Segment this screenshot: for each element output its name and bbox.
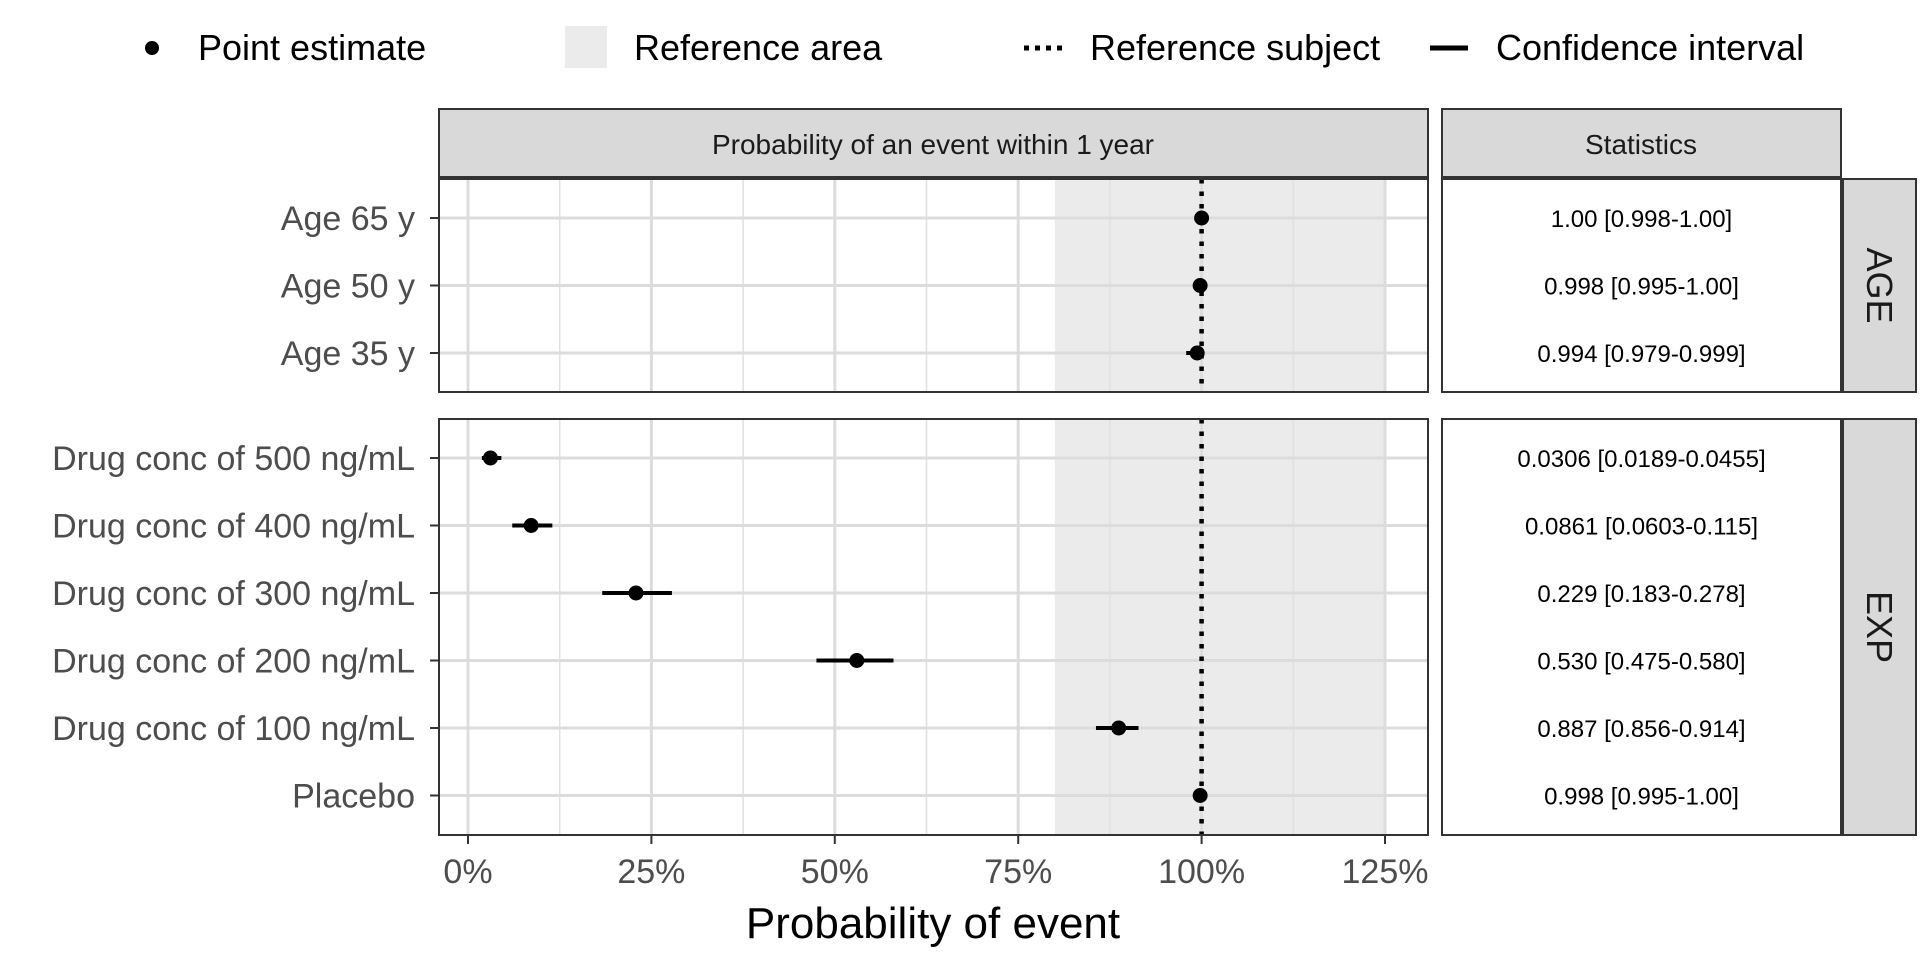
y-tick-label: Drug conc of 300 ng/mL [52,575,415,613]
reference-area [1054,419,1385,835]
x-tick-label: 125% [1342,853,1429,891]
statistic-value: 0.887 [0.856-0.914] [1537,716,1745,743]
point-estimate [1194,210,1210,226]
panel-age: Age 65 y Age 50 y Age 35 y 1.00 [0.998-1.00… [281,178,1917,393]
stats-panel-border [1441,418,1842,836]
top-strip-statistics: Statistics [1441,108,1842,178]
point-estimate [482,450,498,466]
legend-label-confidence-interval: Confidence interval [1496,27,1804,68]
statistic-value: 0.998 [0.995-1.00] [1544,274,1739,301]
point-estimate [1111,720,1127,736]
top-strip-probability: Probability of an event within 1 year [438,108,1429,178]
point-estimate [628,585,644,601]
statistic-value: 1.00 [0.998-1.00] [1551,206,1732,233]
legend-label-point-estimate: Point estimate [198,27,426,68]
statistic-value: 0.229 [0.183-0.278] [1537,581,1745,608]
legend-label-reference-subject: Reference subject [1090,27,1380,68]
legend-label-reference-area: Reference area [634,27,883,68]
y-tick-label: Age 35 y [281,335,415,373]
y-tick-label: Drug conc of 400 ng/mL [52,508,415,546]
point-estimate [1192,788,1208,803]
plot-border [438,178,1429,393]
legend-reference-area-icon [565,26,607,68]
plot-border [438,418,1429,836]
panels: Age 65 y Age 50 y Age 35 y 1.00 [0.998-1.00… [52,178,1917,836]
side-strip [1842,418,1917,836]
panel-exp: Drug conc of 500 ng/mL Drug conc of 400 n… [52,418,1917,836]
side-strip-label: AGE [1859,247,1900,323]
x-tick-label: 25% [617,853,685,891]
side-strip-label: EXP [1859,591,1900,663]
point-estimate [1192,278,1208,293]
statistic-value: 0.0306 [0.0189-0.0455] [1517,446,1765,473]
y-tick-label: Drug conc of 500 ng/mL [52,440,415,478]
statistic-value: 0.994 [0.979-0.999] [1537,341,1745,368]
y-tick-label: Age 50 y [281,268,415,306]
legend: Point estimate Reference area Reference … [145,26,1804,68]
x-axis: 0% 25% 50% 75% 100% 125% [443,835,1428,891]
statistic-value: 0.998 [0.995-1.00] [1544,784,1739,811]
strip-statistics-label: Statistics [1585,129,1697,160]
y-tick-label: Age 65 y [281,200,415,238]
point-estimate [1189,345,1205,361]
y-tick-label: Drug conc of 100 ng/mL [52,710,415,748]
legend-point-icon [145,41,159,55]
strip-probability-label: Probability of an event within 1 year [712,129,1154,160]
x-axis-title: Probability of event [746,899,1120,948]
y-tick-label: Drug conc of 200 ng/mL [52,643,415,681]
statistic-value: 0.530 [0.475-0.580] [1537,649,1745,676]
stats-panel-border [1441,178,1842,393]
x-tick-label: 100% [1158,853,1245,891]
side-strip [1842,178,1917,393]
point-estimate [849,653,865,668]
y-tick-label: Placebo [292,778,415,816]
x-tick-label: 50% [801,853,869,891]
x-tick-label: 0% [443,853,492,891]
point-estimate [523,518,539,533]
statistic-value: 0.0861 [0.0603-0.115] [1525,514,1758,541]
x-tick-label: 75% [984,853,1052,891]
